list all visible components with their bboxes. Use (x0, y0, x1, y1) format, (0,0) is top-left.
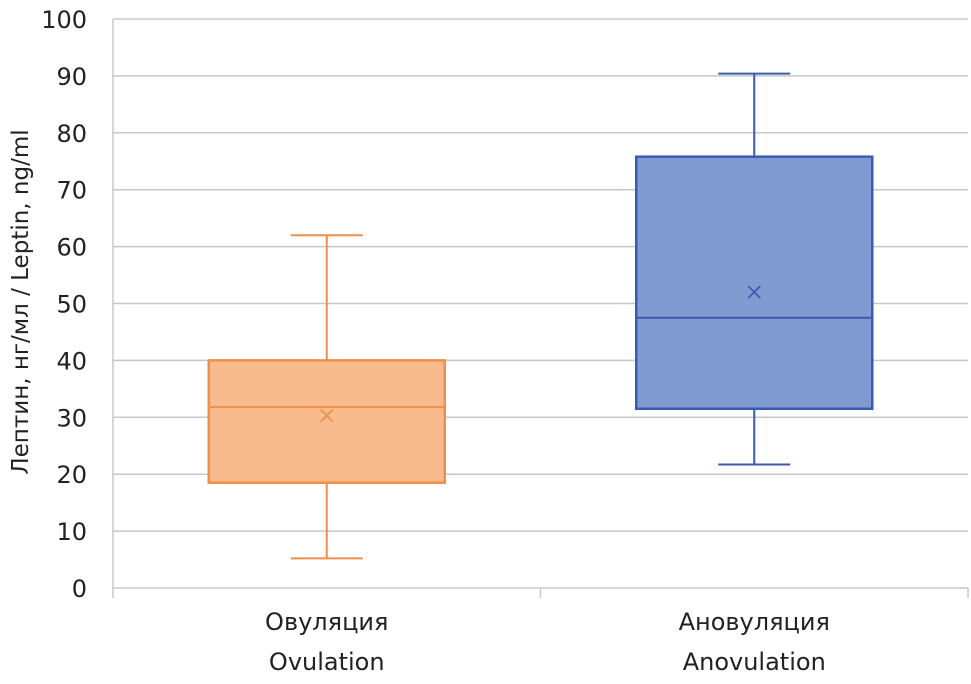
mean-marker (747, 285, 761, 299)
iqr-box (635, 155, 874, 411)
category-label: Овуляция (265, 608, 388, 636)
y-tick-label: 80 (56, 120, 87, 148)
y-tick-label: 30 (56, 404, 87, 432)
category-label: Anovulation (683, 648, 826, 676)
boxes (207, 72, 874, 560)
y-tick-label: 0 (72, 575, 87, 603)
y-tick-label: 50 (56, 291, 87, 319)
y-axis-ticks: 0 10 20 30 40 50 60 70 80 90 100 (41, 6, 87, 603)
box-group (207, 234, 446, 560)
y-tick-label: 70 (56, 177, 87, 205)
mean-marker (320, 408, 334, 423)
y-tick-label: 40 (56, 347, 87, 375)
iqr-box (207, 359, 446, 484)
box-group (635, 72, 874, 466)
y-axis-title: Лептин, нг/мл / Leptin, ng/ml (8, 129, 34, 474)
x-axis: Овуляция Ovulation Ановуляция Anovulation (112, 19, 969, 676)
category-label: Ovulation (269, 648, 385, 676)
category-label: Ановуляция (679, 608, 830, 636)
y-tick-label: 60 (56, 234, 87, 262)
y-tick-label: 10 (56, 518, 87, 546)
y-tick-label: 20 (56, 461, 87, 489)
y-tick-label: 100 (41, 6, 87, 34)
y-tick-label: 90 (56, 63, 87, 91)
